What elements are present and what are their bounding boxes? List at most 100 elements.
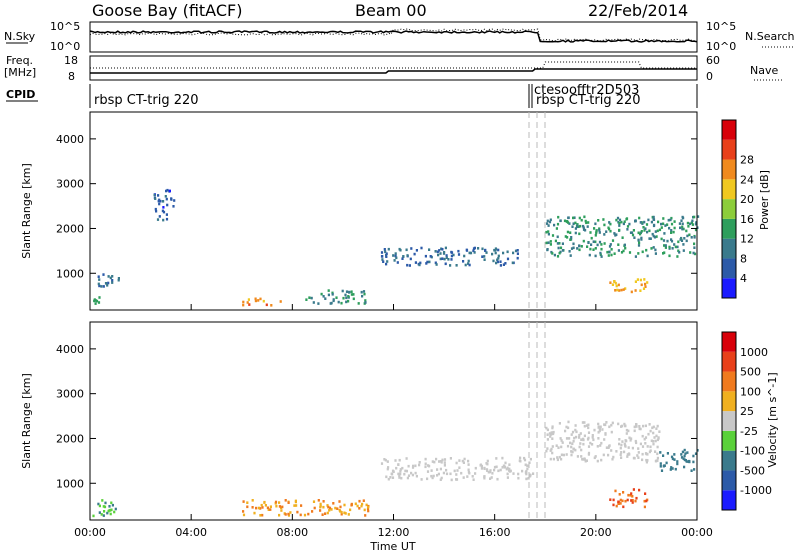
heatmap-cell-349 xyxy=(655,235,658,238)
heatmap-cell-244 xyxy=(385,475,388,479)
heatmap-cell-135 xyxy=(442,471,445,475)
heatmap-cell-496 xyxy=(578,244,581,247)
heatmap-cell-298 xyxy=(680,219,683,222)
heatmap-cell-82 xyxy=(349,508,352,512)
heatmap-cell-337 xyxy=(566,236,569,239)
heatmap-cell-186 xyxy=(418,263,421,267)
heatmap-cell-528 xyxy=(680,456,684,459)
heatmap-cell-255 xyxy=(491,472,494,475)
heatmap-cell-75 xyxy=(337,300,340,304)
heatmap-cell-271 xyxy=(609,243,612,246)
heatmap-cell-234 xyxy=(389,476,392,479)
heatmap-cell-76 xyxy=(327,293,330,297)
heatmap-cell-315 xyxy=(586,245,589,248)
heatmap-cell-118 xyxy=(491,252,494,256)
heatmap-cell-168 xyxy=(440,247,443,251)
heatmap-cell-296 xyxy=(670,238,673,241)
heatmap-cell-440 xyxy=(637,238,640,242)
heatmap-cell-360 xyxy=(545,449,548,453)
heatmap-cell-87 xyxy=(347,513,350,516)
heatmap-cell-558 xyxy=(619,502,622,505)
heatmap-cell-9 xyxy=(111,275,114,278)
heatmap-cell-240 xyxy=(501,466,504,469)
heatmap-cell-37 xyxy=(164,195,167,198)
heatmap-cell-243 xyxy=(479,464,482,467)
heatmap-cell-412 xyxy=(642,424,645,428)
cpid-panel: CPID rbsp CT-trig 220 ctesoofftr2D503 rb… xyxy=(6,83,698,108)
heatmap-cell-432 xyxy=(621,440,624,443)
heatmap-cell-54 xyxy=(365,503,368,507)
heatmap-cell-461 xyxy=(654,450,657,453)
heatmap-cell-521 xyxy=(683,465,686,469)
velocity-y-ticks: 1000 2000 3000 4000 xyxy=(56,343,697,490)
heatmap-cell-544 xyxy=(685,460,688,463)
heatmap-cell-423 xyxy=(567,216,570,219)
heatmap-cell-356 xyxy=(550,431,553,434)
heatmap-cell-233 xyxy=(414,464,417,468)
heatmap-cell-155 xyxy=(450,254,453,258)
heatmap-cell-400 xyxy=(651,426,654,430)
heatmap-cell-28 xyxy=(165,197,168,201)
heatmap-cell-434 xyxy=(561,242,564,245)
heatmap-cell-467 xyxy=(578,433,581,437)
heatmap-cell-50 xyxy=(295,504,298,507)
heatmap-cell-281 xyxy=(420,478,423,481)
heatmap-cell-49 xyxy=(343,511,346,515)
heatmap-cell-501 xyxy=(566,230,569,234)
heatmap-cell-68 xyxy=(360,504,363,508)
heatmap-cell-76 xyxy=(317,499,320,502)
heatmap-cell-89 xyxy=(350,502,353,506)
heatmap-cell-98 xyxy=(308,296,311,299)
heatmap-cell-279 xyxy=(607,254,610,257)
power-colorbar-label: Power [dB] xyxy=(758,170,771,230)
heatmap-cell-377 xyxy=(598,228,601,232)
heatmap-cell-108 xyxy=(350,293,353,296)
heatmap-cell-253 xyxy=(685,229,688,233)
heatmap-cell-227 xyxy=(481,255,484,258)
heatmap-cell-518 xyxy=(551,252,554,255)
heatmap-cell-395 xyxy=(678,222,681,225)
heatmap-cell-236 xyxy=(603,223,606,227)
heatmap-cell-77 xyxy=(260,503,263,507)
heatmap-cell-205 xyxy=(424,457,427,461)
heatmap-cell-428 xyxy=(654,439,657,443)
heatmap-cell-278 xyxy=(519,459,522,463)
heatmap-cell-324 xyxy=(644,442,647,445)
heatmap-cell-173 xyxy=(405,248,408,252)
heatmap-cell-18 xyxy=(107,275,110,278)
heatmap-cell-448 xyxy=(610,253,613,257)
heatmap-cell-546 xyxy=(639,278,642,282)
heatmap-cell-379 xyxy=(546,428,549,432)
nave-label: Nave xyxy=(750,64,778,77)
heatmap-cell-169 xyxy=(495,248,498,251)
heatmap-cell-275 xyxy=(599,253,602,256)
heatmap-cell-166 xyxy=(463,457,466,461)
heatmap-cell-579 xyxy=(645,499,648,503)
heatmap-cell-518 xyxy=(670,466,673,469)
heatmap-cell-32 xyxy=(162,218,165,222)
heatmap-cell-549 xyxy=(681,450,684,454)
power-colorbar-frame xyxy=(721,119,737,299)
velocity-data-cells xyxy=(92,420,699,518)
heatmap-cell-318 xyxy=(640,238,643,241)
heatmap-cell-538 xyxy=(644,285,647,288)
heatmap-cell-367 xyxy=(637,456,640,459)
heatmap-cell-471 xyxy=(631,446,634,450)
heatmap-cell-474 xyxy=(569,238,572,241)
heatmap-cell-457 xyxy=(602,453,605,457)
heatmap-cell-439 xyxy=(690,236,693,239)
heatmap-cell-165 xyxy=(435,457,438,461)
heatmap-cell-35 xyxy=(328,506,332,510)
heatmap-cell-394 xyxy=(582,442,585,446)
velocity-colorbar-tick-6: -500 xyxy=(740,464,765,477)
heatmap-cell-392 xyxy=(575,435,578,439)
heatmap-cell-143 xyxy=(489,477,492,480)
heatmap-cell-425 xyxy=(641,250,644,254)
heatmap-cell-270 xyxy=(397,463,400,466)
heatmap-cell-164 xyxy=(399,248,402,252)
heatmap-cell-385 xyxy=(648,237,651,240)
heatmap-cell-104 xyxy=(259,514,262,517)
heatmap-cell-172 xyxy=(469,251,473,255)
heatmap-cell-378 xyxy=(583,421,586,424)
heatmap-cell-318 xyxy=(641,452,644,456)
